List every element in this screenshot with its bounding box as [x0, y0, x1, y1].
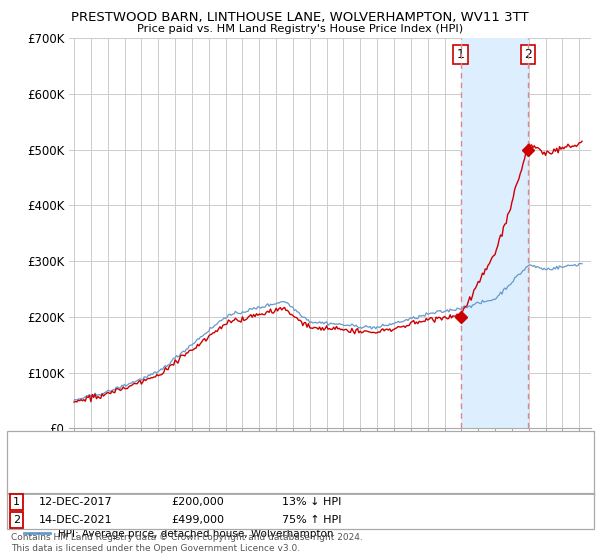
Text: 2: 2 — [524, 48, 532, 61]
Text: Contains HM Land Registry data © Crown copyright and database right 2024.
This d: Contains HM Land Registry data © Crown c… — [11, 533, 362, 553]
Text: 2: 2 — [13, 515, 20, 525]
Legend: PRESTWOOD BARN, LINTHOUSE LANE, WOLVERHAMPTON, WV11 3TT (detached house), HPI: A: PRESTWOOD BARN, LINTHOUSE LANE, WOLVERHA… — [19, 510, 516, 543]
Text: Price paid vs. HM Land Registry's House Price Index (HPI): Price paid vs. HM Land Registry's House … — [137, 24, 463, 34]
Bar — [461, 38, 528, 428]
Text: £200,000: £200,000 — [171, 497, 224, 507]
Text: £499,000: £499,000 — [171, 515, 224, 525]
Text: 75% ↑ HPI: 75% ↑ HPI — [282, 515, 341, 525]
FancyBboxPatch shape — [7, 493, 594, 529]
Text: 12-DEC-2017: 12-DEC-2017 — [39, 497, 113, 507]
Text: 13% ↓ HPI: 13% ↓ HPI — [282, 497, 341, 507]
FancyBboxPatch shape — [7, 431, 594, 496]
Text: PRESTWOOD BARN, LINTHOUSE LANE, WOLVERHAMPTON, WV11 3TT: PRESTWOOD BARN, LINTHOUSE LANE, WOLVERHA… — [71, 11, 529, 24]
Text: 1: 1 — [13, 497, 20, 507]
Text: 14-DEC-2021: 14-DEC-2021 — [39, 515, 113, 525]
Text: 1: 1 — [457, 48, 464, 61]
